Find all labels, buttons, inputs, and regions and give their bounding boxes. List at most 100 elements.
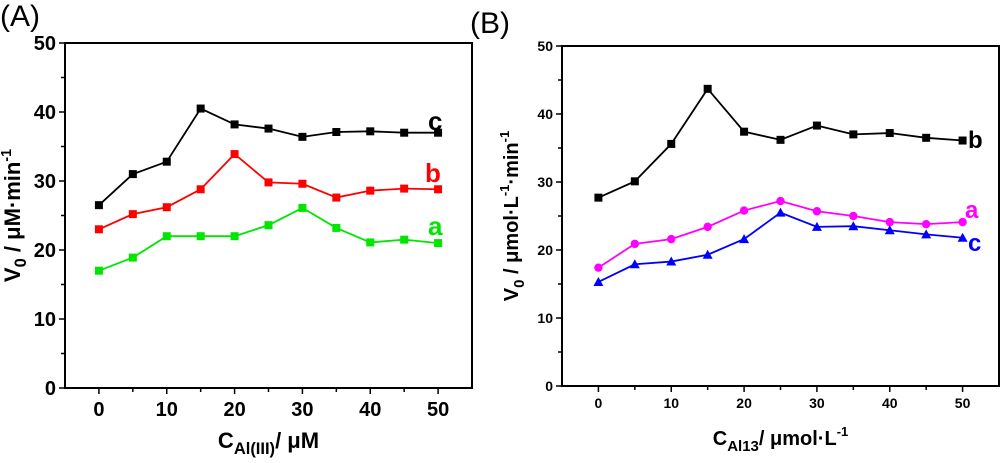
data-point — [921, 229, 932, 239]
data-point — [400, 128, 409, 137]
y-tick-label: 10 — [34, 309, 56, 331]
data-point — [366, 127, 375, 136]
data-point — [884, 225, 895, 235]
panel-label: (A) — [0, 0, 40, 33]
series-label-c: c — [968, 230, 981, 257]
series-label-a: a — [965, 197, 979, 224]
data-point — [594, 263, 603, 272]
data-point — [94, 266, 103, 275]
y-axis-label: V0 / μM·min-1 — [0, 149, 30, 282]
data-point — [162, 203, 171, 212]
y-tick-label: 10 — [537, 310, 553, 326]
data-point — [434, 185, 443, 194]
data-point — [776, 135, 785, 144]
data-point — [434, 239, 443, 248]
series-c: c — [593, 207, 981, 286]
data-point — [667, 139, 676, 148]
data-point — [848, 221, 859, 231]
series-line-b — [98, 152, 439, 231]
data-point — [196, 185, 205, 194]
data-point — [703, 222, 712, 232]
x-tick-label: 40 — [882, 395, 898, 411]
series-label-b: b — [425, 158, 441, 188]
data-point — [812, 121, 821, 130]
data-point — [775, 207, 786, 217]
data-point — [264, 124, 273, 133]
plot-frame — [64, 42, 473, 389]
data-point — [162, 232, 171, 241]
data-point — [264, 221, 273, 230]
panel-b: (B) 0 10 20 30 40 50 0 10 20 30 40 50 CAl13/ μmol·L-1… — [470, 7, 1000, 455]
data-point — [332, 193, 341, 202]
x-tick-label: 20 — [223, 399, 245, 421]
data-point — [885, 217, 894, 227]
data-point — [230, 232, 239, 241]
data-point — [434, 128, 443, 137]
data-point — [230, 120, 239, 129]
data-point — [630, 239, 640, 249]
data-point — [885, 129, 894, 138]
x-tick-label: 0 — [595, 395, 603, 411]
y-tick-label: 20 — [537, 242, 553, 258]
data-point — [849, 211, 858, 221]
data-point — [740, 127, 749, 136]
x-tick-label: 10 — [156, 399, 178, 421]
data-point — [230, 150, 239, 159]
y-tick-label: 50 — [34, 33, 56, 55]
data-point — [366, 238, 375, 247]
data-point — [128, 210, 137, 219]
y-tick-label: 30 — [537, 174, 553, 190]
series-a: a — [94, 203, 443, 275]
data-point — [264, 178, 273, 187]
x-tick-label: 40 — [359, 399, 381, 421]
data-point — [94, 201, 103, 210]
data-point — [366, 186, 375, 195]
y-tick-label: 40 — [34, 102, 56, 124]
y-tick-label: 20 — [34, 240, 56, 262]
data-point — [776, 196, 785, 206]
data-point — [332, 223, 341, 232]
data-point — [922, 133, 931, 142]
data-point — [196, 232, 205, 241]
x-tick-label: 30 — [809, 395, 825, 411]
x-axis-label: CAl13/ μmol·L-1 — [713, 424, 849, 455]
series-label-a: a — [428, 211, 443, 241]
y-tick-label: 40 — [537, 106, 553, 122]
data-point — [400, 184, 409, 193]
data-point — [739, 234, 750, 244]
data-point — [703, 84, 712, 93]
data-point — [812, 207, 822, 216]
data-point — [811, 221, 822, 231]
series-label-c: c — [428, 106, 442, 136]
x-tick-label: 30 — [291, 399, 313, 421]
data-point — [667, 234, 676, 244]
data-point — [298, 132, 307, 141]
data-point — [739, 206, 749, 215]
series-b: b — [594, 84, 983, 202]
data-point — [332, 128, 341, 137]
data-point — [593, 276, 604, 286]
x-axis-label: CAl(III)/ μM — [218, 428, 319, 458]
data-point — [594, 193, 603, 202]
data-point — [162, 157, 171, 166]
series-line-a — [98, 206, 439, 272]
y-tick-label: 30 — [34, 171, 56, 193]
x-tick-label: 20 — [736, 395, 752, 411]
data-point — [629, 259, 640, 269]
series-label-b: b — [968, 127, 983, 154]
panel-label: (B) — [470, 7, 510, 40]
x-tick-label: 50 — [955, 395, 971, 411]
data-point — [849, 130, 858, 139]
series-line-c — [98, 107, 439, 206]
data-point — [630, 177, 639, 186]
y-axis-label: V0 / μmol·L-1·min-1 — [497, 131, 528, 301]
y-tick-label: 50 — [537, 38, 553, 54]
data-point — [958, 217, 967, 227]
x-tick-label: 10 — [663, 395, 679, 411]
x-tick-label: 50 — [427, 399, 449, 421]
data-point — [298, 179, 307, 188]
data-point — [666, 256, 677, 266]
y-tick-label: 0 — [545, 378, 553, 394]
y-tick-label: 0 — [45, 378, 56, 400]
